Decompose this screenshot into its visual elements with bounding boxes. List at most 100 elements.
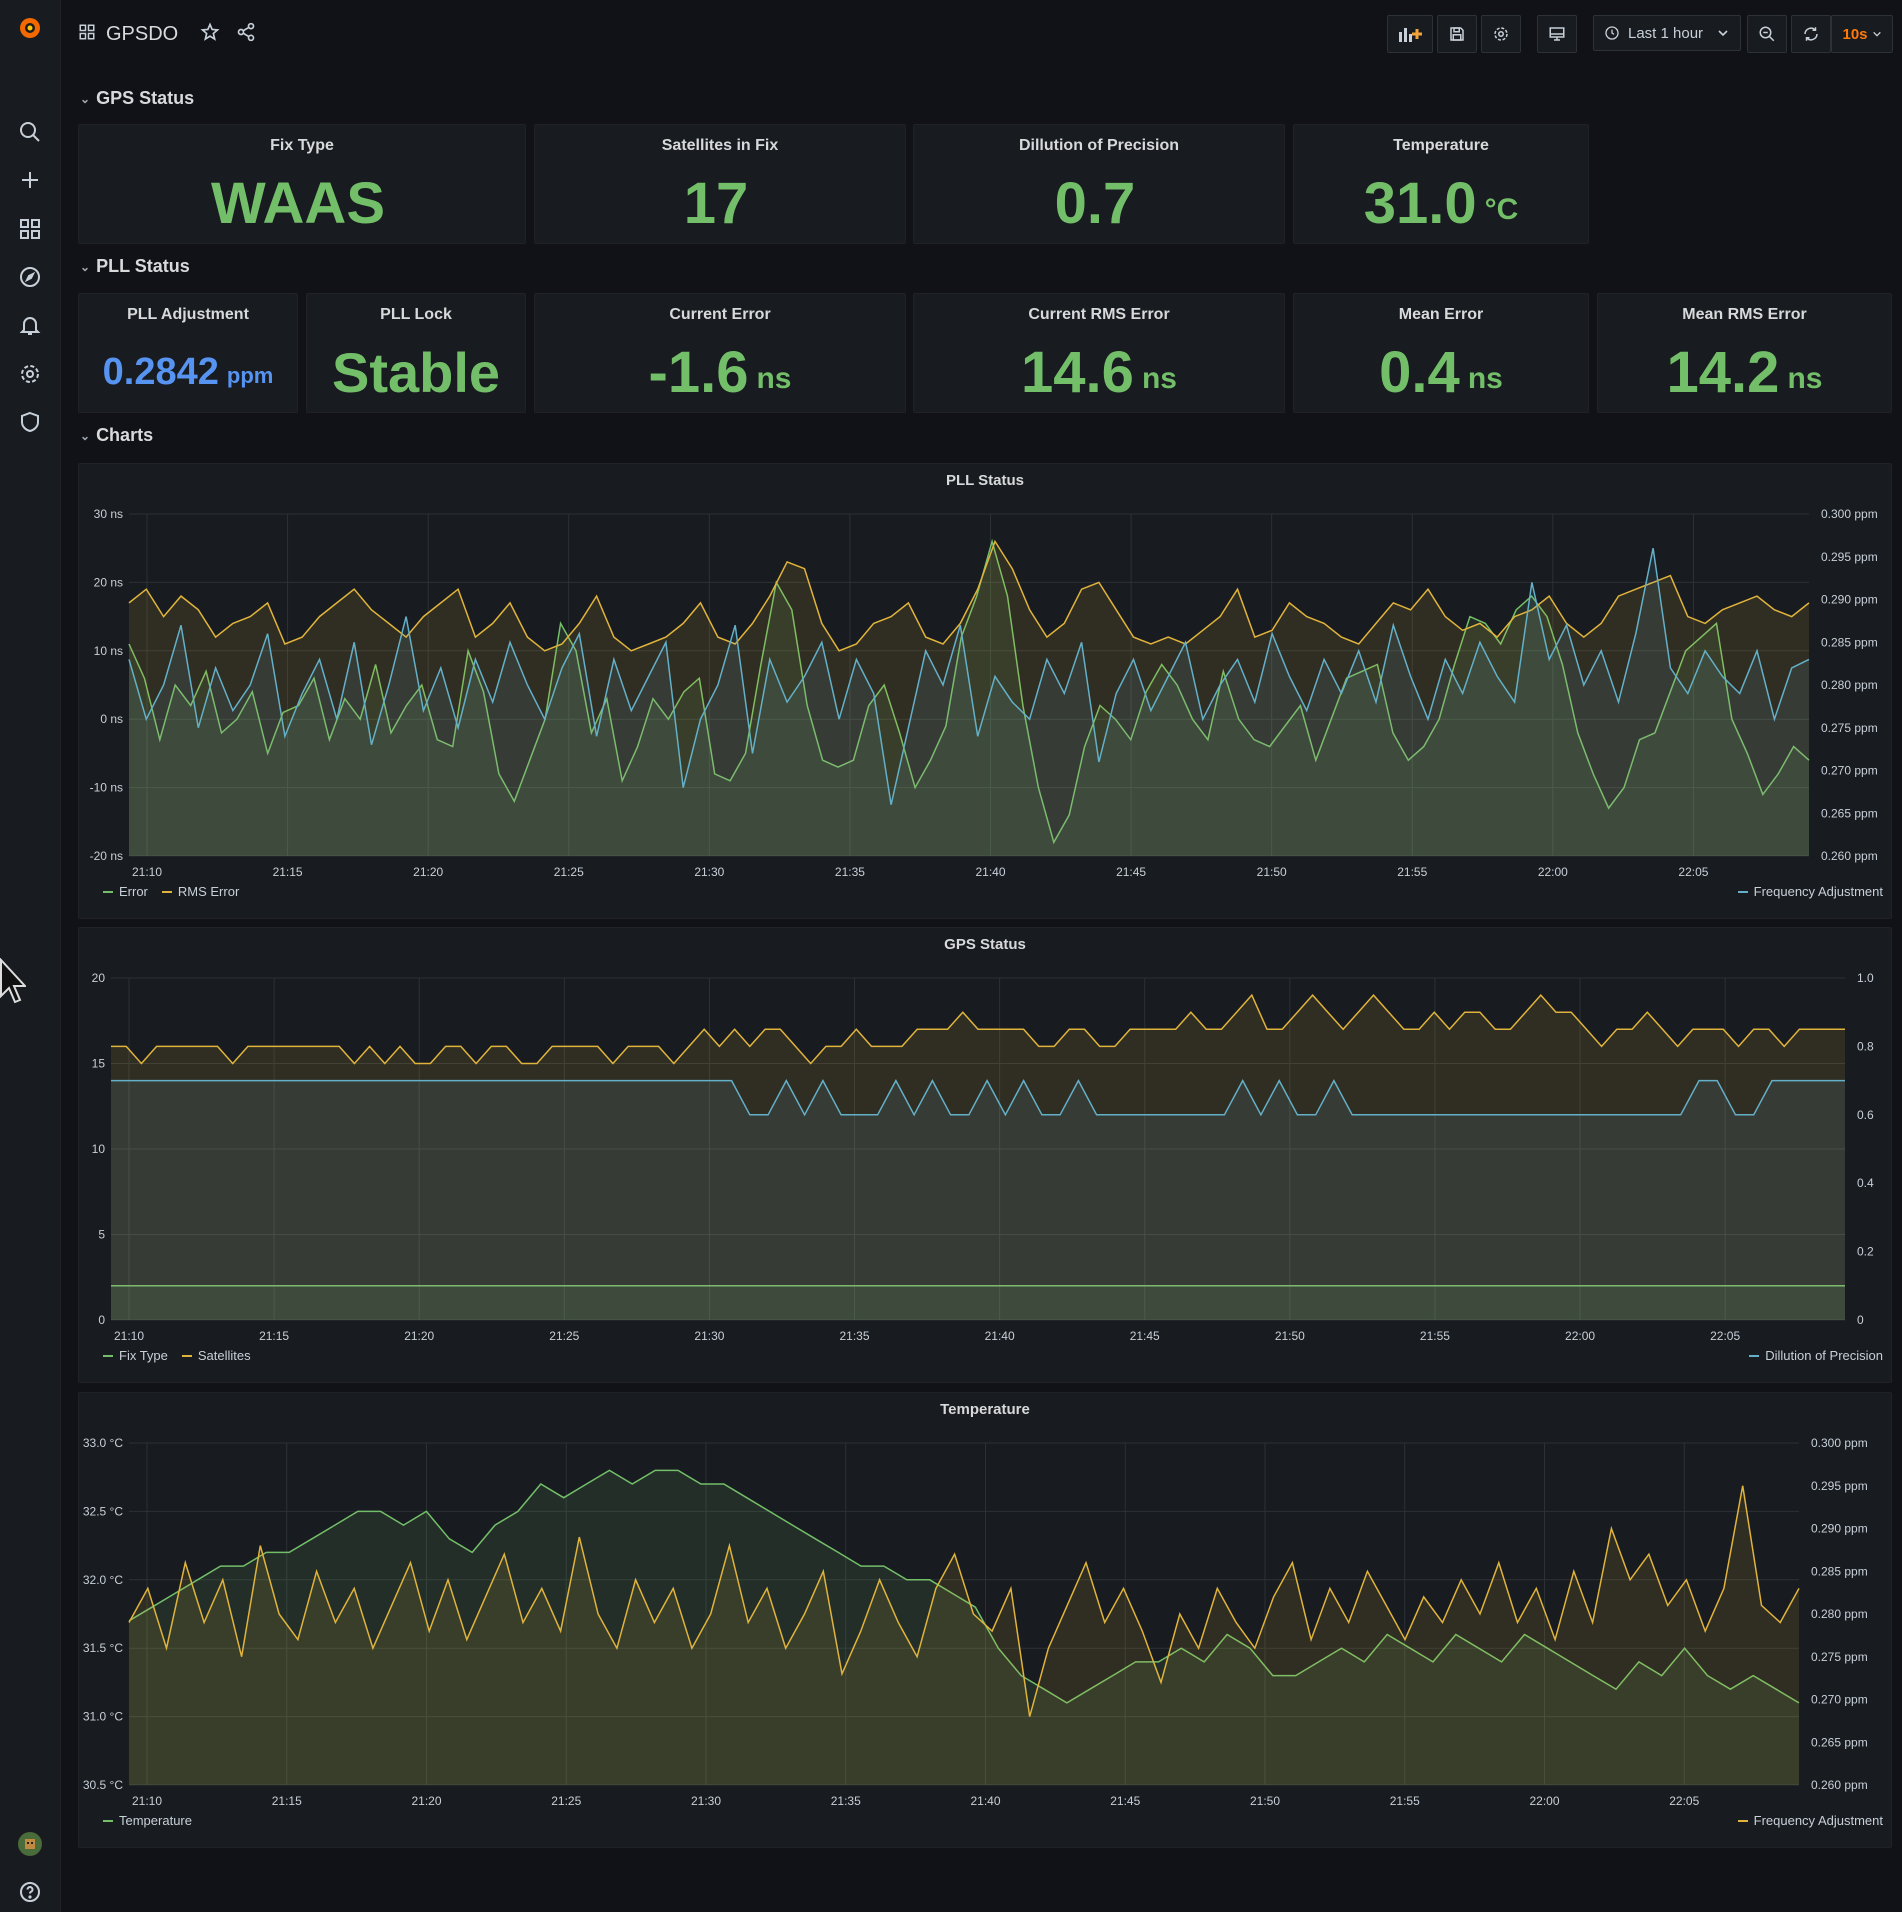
x-tick-label: 21:20 xyxy=(404,1329,434,1343)
y-tick-label: -10 ns xyxy=(90,781,123,795)
stat-number: 14.2 xyxy=(1666,339,1780,405)
x-tick-label: 22:05 xyxy=(1678,865,1708,879)
stat-number: 0.7 xyxy=(1054,170,1136,236)
stat-unit: ns xyxy=(1787,362,1823,395)
plus-icon[interactable] xyxy=(16,166,44,194)
y-tick-label: 20 ns xyxy=(94,575,123,589)
row-pll-status[interactable]: ⌄ PLL Status xyxy=(80,256,190,277)
stat-unit: ns xyxy=(1141,362,1177,395)
y2-tick-label: 0.275 ppm xyxy=(1811,1650,1868,1664)
y2-tick-label: 0.265 ppm xyxy=(1821,806,1878,820)
stat-unit: °C xyxy=(1484,193,1519,226)
dashboard-title[interactable]: GPSDO xyxy=(106,23,179,45)
graph-panel-gps-status[interactable]: GPS Status 20 15 10 5 0 1.0 0.8 0.6 0.4 0.2 0 21:10… xyxy=(78,927,1892,1383)
x-tick-label: 21:50 xyxy=(1275,1329,1305,1343)
legend-label: Frequency Adjustment xyxy=(1753,1813,1883,1828)
search-icon[interactable] xyxy=(16,118,44,146)
stat-panel-mean-rms-error[interactable]: Mean RMS Error 14.2 ns xyxy=(1597,293,1892,413)
panel-title: Mean Error xyxy=(1398,306,1484,323)
stat-panel-current-error[interactable]: Current Error -1.6 ns xyxy=(534,293,906,413)
graph-panel-temperature[interactable]: Temperature 33.0 °C 32.5 °C 32.0 °C 31.5 °C… xyxy=(78,1392,1892,1848)
stat-value: 0.4 ns xyxy=(1294,332,1588,412)
row-charts[interactable]: ⌄ Charts xyxy=(80,425,153,446)
legend-swatch xyxy=(1737,890,1748,893)
legend-left: Temperature xyxy=(103,1813,192,1828)
series-line-frequency-adjustment xyxy=(128,548,1810,805)
dashboard-settings-button[interactable] xyxy=(1481,15,1521,53)
panel-title: PLL Lock xyxy=(380,306,452,323)
mouse-cursor-icon xyxy=(0,958,26,1004)
stat-panel-pll-lock[interactable]: PLL Lock Stable xyxy=(306,293,526,413)
dashboards-icon[interactable] xyxy=(16,215,44,243)
shield-icon[interactable] xyxy=(16,408,44,436)
stat-panel-mean-error[interactable]: Mean Error 0.4 ns xyxy=(1293,293,1589,413)
row-gps-status[interactable]: ⌄ GPS Status xyxy=(80,88,194,109)
panel-title: Temperature xyxy=(940,1401,1030,1418)
stat-number: 17 xyxy=(683,170,749,236)
alert-bell-icon[interactable] xyxy=(16,311,44,339)
stat-panel-pll-adjustment[interactable]: PLL Adjustment 0.2842 ppm xyxy=(78,293,298,413)
x-tick-label: 21:20 xyxy=(413,865,443,879)
avatar[interactable] xyxy=(16,1830,44,1858)
stat-value: 14.2 ns xyxy=(1598,332,1891,412)
y-tick-label: 15 xyxy=(92,1057,106,1071)
share-icon[interactable] xyxy=(236,22,256,47)
refresh-icon xyxy=(1804,27,1818,41)
gear-icon[interactable] xyxy=(16,360,44,388)
stat-unit: ns xyxy=(1467,362,1503,395)
refresh-interval-picker[interactable]: 10s xyxy=(1831,15,1893,53)
panel-title: Dillution of Precision xyxy=(1018,137,1179,154)
dashboards-icon[interactable] xyxy=(78,23,96,46)
zoom-out-icon xyxy=(1759,26,1775,42)
legend-left: Error RMS Error xyxy=(103,884,239,899)
x-tick-label: 21:35 xyxy=(835,865,865,879)
y-tick-label: 30.5 °C xyxy=(83,1778,123,1792)
stat-panel-dillution-of-precision[interactable]: Dillution of Precision 0.7 xyxy=(913,124,1285,244)
y2-tick-label: 0.265 ppm xyxy=(1811,1735,1868,1749)
stat-panel-fix-type[interactable]: Fix Type WAAS xyxy=(78,124,526,244)
stat-panel-temperature[interactable]: Temperature 31.0 °C xyxy=(1293,124,1589,244)
explore-icon[interactable] xyxy=(16,263,44,291)
panel-title: PLL Adjustment xyxy=(127,306,249,323)
help-icon[interactable] xyxy=(16,1878,44,1906)
x-tick-label: 22:05 xyxy=(1669,1794,1699,1808)
legend-item[interactable]: Error xyxy=(103,884,148,899)
x-tick-label: 21:35 xyxy=(831,1794,861,1808)
panel-title: Satellites in Fix xyxy=(661,137,779,154)
chart-plot: 20 15 10 5 0 1.0 0.8 0.6 0.4 0.2 0 21:10 21:15 21:20 2… xyxy=(92,971,1874,1343)
legend-item[interactable]: RMS Error xyxy=(161,884,239,899)
stat-number: Stable xyxy=(331,340,501,404)
legend-label: Dillution of Precision xyxy=(1765,1348,1883,1363)
panel-title: Temperature xyxy=(1393,137,1489,154)
star-icon[interactable] xyxy=(200,22,220,47)
legend-item[interactable]: Frequency Adjustment xyxy=(1737,884,1883,899)
y2-tick-label: 0.2 xyxy=(1857,1245,1874,1259)
add-panel-button[interactable] xyxy=(1387,15,1433,53)
stat-value: 17 xyxy=(535,163,905,243)
x-tick-label: 21:15 xyxy=(272,1794,302,1808)
panel-title: PLL Status xyxy=(945,472,1025,489)
series-area-temperature xyxy=(129,1470,1799,1785)
grafana-logo-icon[interactable] xyxy=(16,14,44,42)
time-range-picker[interactable]: Last 1 hour xyxy=(1593,15,1741,51)
graph-panel-pll-status[interactable]: PLL Status 30 ns 20 ns 10 ns 0 ns -10 ns -20 … xyxy=(78,463,1892,919)
legend-left: Fix Type Satellites xyxy=(103,1348,251,1363)
stat-panel-current-rms-error[interactable]: Current RMS Error 14.6 ns xyxy=(913,293,1285,413)
series-line-temperature xyxy=(128,1469,1800,1704)
legend-item[interactable]: Satellites xyxy=(181,1348,251,1363)
tv-mode-button[interactable] xyxy=(1537,15,1577,53)
stat-panel-satellites-in-fix[interactable]: Satellites in Fix 17 xyxy=(534,124,906,244)
y2-tick-label: 0 xyxy=(1857,1313,1864,1327)
x-tick-label: 21:15 xyxy=(273,865,303,879)
legend-item[interactable]: Dillution of Precision xyxy=(1749,1348,1883,1363)
zoom-out-button[interactable] xyxy=(1747,15,1787,53)
stat-number: 0.2842 xyxy=(102,350,219,393)
legend-item[interactable]: Frequency Adjustment xyxy=(1737,1813,1883,1828)
x-tick-label: 22:00 xyxy=(1538,865,1568,879)
refresh-button[interactable] xyxy=(1791,15,1831,53)
legend-item[interactable]: Fix Type xyxy=(103,1348,168,1363)
save-dashboard-button[interactable] xyxy=(1437,15,1477,53)
legend-item[interactable]: Temperature xyxy=(103,1813,192,1828)
y2-tick-label: 0.300 ppm xyxy=(1821,507,1878,521)
series-line-dillution-of-precision xyxy=(111,1079,1845,1117)
